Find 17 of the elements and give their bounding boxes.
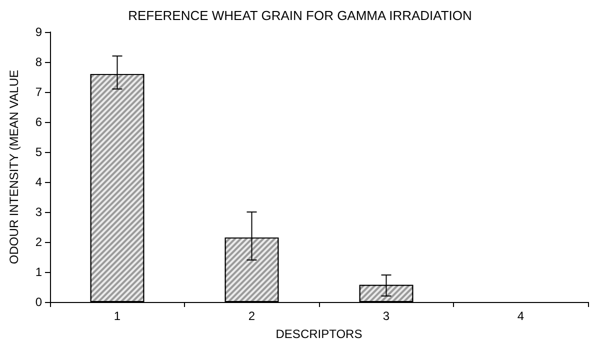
y-tick-label: 4	[35, 175, 42, 189]
y-axis-title: ODOUR INTENSITY (MEAN VALUE	[7, 70, 21, 264]
y-tick-label: 3	[35, 205, 42, 219]
y-tick-label: 9	[35, 25, 42, 39]
y-tick-label: 8	[35, 55, 42, 69]
y-tick-label: 7	[35, 85, 42, 99]
x-axis-title: DESCRIPTORS	[276, 327, 362, 341]
y-tick-label: 6	[35, 115, 42, 129]
x-tick-label: 4	[517, 309, 524, 323]
y-tick-label: 2	[35, 235, 42, 249]
x-tick-label: 1	[114, 309, 121, 323]
x-tick-label: 3	[382, 309, 390, 323]
chart-title: REFERENCE WHEAT GRAIN FOR GAMMA IRRADIATION	[128, 8, 472, 23]
x-tick-label: 2	[248, 309, 256, 323]
y-tick-label: 0	[35, 295, 42, 309]
y-tick-label: 1	[35, 265, 42, 279]
y-tick-label: 5	[35, 145, 42, 159]
